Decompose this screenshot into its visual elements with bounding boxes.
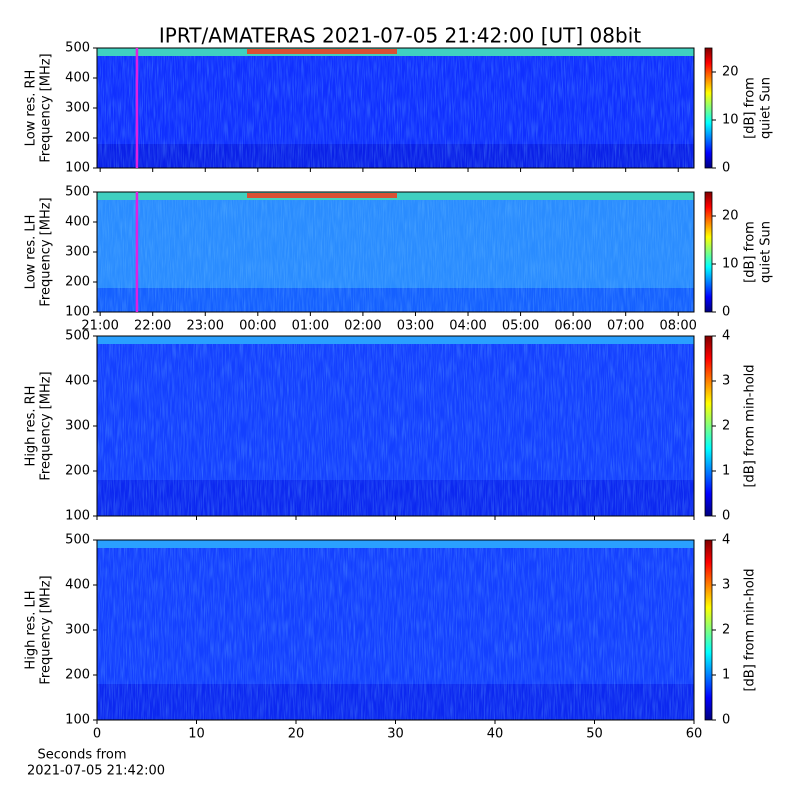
colorbar-tick-label: 4 xyxy=(722,329,730,344)
colorbar xyxy=(704,335,713,517)
y-axis-label: Frequency [MHz] xyxy=(39,575,54,684)
y-axis-label: Low res. LH xyxy=(24,215,39,290)
x-tick-label: 22:00 xyxy=(134,319,171,334)
y-tick-label: 400 xyxy=(65,374,90,389)
x-tick-label: 06:00 xyxy=(554,319,591,334)
y-axis-label: Frequency [MHz] xyxy=(39,197,54,306)
y-axis-label: High res. LH xyxy=(24,590,39,669)
y-tick-label: 200 xyxy=(65,464,90,479)
colorbar-tick-label: 4 xyxy=(722,533,730,548)
colorbar-tick-label: 2 xyxy=(722,419,730,434)
colorbar xyxy=(704,539,713,721)
y-tick-label: 200 xyxy=(65,131,90,146)
colorbar-label: [dB] from xyxy=(743,77,758,139)
x-tick-label: 40 xyxy=(487,727,504,742)
x-tick-label: 30 xyxy=(387,727,404,742)
colorbar-label: [dB] from min-hold xyxy=(743,568,758,691)
colorbar-label: [dB] from min-hold xyxy=(743,364,758,487)
y-tick-label: 100 xyxy=(65,161,90,176)
spectrogram-burst xyxy=(247,49,397,54)
colorbar-tick-label: 0 xyxy=(722,161,730,176)
spectrogram-texture xyxy=(97,192,694,312)
colorbar-tick-label: 1 xyxy=(722,668,730,683)
colorbar-tick-label: 20 xyxy=(722,65,739,80)
x-tick-label: 50 xyxy=(586,727,603,742)
y-axis-label: Frequency [MHz] xyxy=(39,53,54,162)
x-tick-label: 21:00 xyxy=(81,319,118,334)
x-tick-label: 10 xyxy=(188,727,205,742)
colorbar-label: quiet Sun xyxy=(759,77,774,139)
x-tick-label: 00:00 xyxy=(239,319,276,334)
colorbar-tick-label: 2 xyxy=(722,623,730,638)
y-tick-label: 100 xyxy=(65,509,90,524)
y-axis-label: High res. RH xyxy=(24,386,39,467)
spectrogram-texture xyxy=(97,48,694,168)
y-tick-label: 100 xyxy=(65,305,90,320)
chart-title: IPRT/AMATERAS 2021-07-05 21:42:00 [UT] 0… xyxy=(159,24,641,48)
colorbar-tick-label: 3 xyxy=(722,374,730,389)
x-tick-label: 02:00 xyxy=(344,319,381,334)
colorbar-label: [dB] from xyxy=(743,221,758,283)
spectrogram-top-band xyxy=(97,540,694,548)
colorbar-tick-label: 3 xyxy=(722,578,730,593)
colorbar-tick-label: 20 xyxy=(722,209,739,224)
y-tick-label: 300 xyxy=(65,623,90,638)
y-tick-label: 200 xyxy=(65,275,90,290)
x-tick-label: 07:00 xyxy=(607,319,644,334)
y-tick-label: 100 xyxy=(65,713,90,728)
colorbar-tick-label: 0 xyxy=(722,305,730,320)
colorbar-tick-label: 0 xyxy=(722,509,730,524)
x-tick-label: 01:00 xyxy=(292,319,329,334)
colorbar-tick-label: 0 xyxy=(722,713,730,728)
y-tick-label: 300 xyxy=(65,101,90,116)
spectrogram-texture xyxy=(97,540,694,720)
y-tick-label: 500 xyxy=(65,533,90,548)
y-tick-label: 500 xyxy=(65,41,90,56)
x-tick-label: 04:00 xyxy=(449,319,486,334)
y-axis-label: Low res. RH xyxy=(24,70,39,147)
y-tick-label: 300 xyxy=(65,419,90,434)
colorbar-label: quiet Sun xyxy=(759,221,774,283)
spectrogram-texture xyxy=(97,336,694,516)
colorbar-tick-label: 10 xyxy=(722,257,739,272)
x-tick-label: 60 xyxy=(686,727,703,742)
y-tick-label: 400 xyxy=(65,578,90,593)
x-axis-label: 2021-07-05 21:42:00 xyxy=(27,764,165,779)
y-tick-label: 300 xyxy=(65,245,90,260)
x-tick-label: 0 xyxy=(93,727,101,742)
colorbar xyxy=(704,191,713,313)
x-tick-label: 23:00 xyxy=(187,319,224,334)
x-tick-label: 03:00 xyxy=(397,319,434,334)
y-tick-label: 400 xyxy=(65,71,90,86)
colorbar-tick-label: 10 xyxy=(722,113,739,128)
x-tick-label: 05:00 xyxy=(502,319,539,334)
x-tick-label: 20 xyxy=(288,727,305,742)
x-axis-label: Seconds from xyxy=(37,748,126,763)
colorbar-tick-label: 1 xyxy=(722,464,730,479)
colorbar xyxy=(704,47,713,169)
y-tick-label: 200 xyxy=(65,668,90,683)
y-tick-label: 400 xyxy=(65,215,90,230)
spectrogram-top-band xyxy=(97,336,694,344)
x-tick-label: 08:00 xyxy=(659,319,696,334)
spectrogram-burst xyxy=(247,193,397,198)
y-tick-label: 500 xyxy=(65,329,90,344)
y-tick-label: 500 xyxy=(65,185,90,200)
y-axis-label: Frequency [MHz] xyxy=(39,371,54,480)
